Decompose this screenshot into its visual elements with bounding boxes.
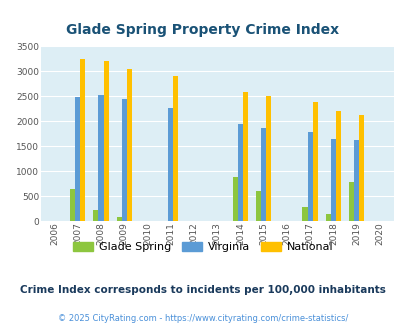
Bar: [93, 210, 98, 221]
Bar: [70, 189, 75, 221]
Bar: [168, 108, 173, 221]
Bar: [353, 140, 358, 221]
Bar: [266, 96, 271, 221]
Legend: Glade Spring, Virginia, National: Glade Spring, Virginia, National: [68, 238, 337, 257]
Bar: [325, 214, 330, 221]
Bar: [358, 115, 363, 221]
Bar: [256, 191, 260, 221]
Bar: [75, 97, 80, 221]
Bar: [173, 76, 178, 221]
Bar: [307, 132, 312, 221]
Bar: [103, 61, 109, 221]
Bar: [260, 128, 266, 221]
Text: © 2025 CityRating.com - https://www.cityrating.com/crime-statistics/: © 2025 CityRating.com - https://www.city…: [58, 314, 347, 323]
Bar: [237, 124, 243, 221]
Bar: [122, 99, 126, 221]
Text: Glade Spring Property Crime Index: Glade Spring Property Crime Index: [66, 23, 339, 37]
Text: Crime Index corresponds to incidents per 100,000 inhabitants: Crime Index corresponds to incidents per…: [20, 285, 385, 295]
Bar: [335, 111, 340, 221]
Bar: [116, 217, 121, 221]
Bar: [232, 178, 237, 221]
Bar: [126, 69, 132, 221]
Bar: [243, 92, 247, 221]
Bar: [348, 182, 353, 221]
Bar: [80, 59, 85, 221]
Bar: [312, 102, 317, 221]
Bar: [330, 139, 335, 221]
Bar: [98, 95, 103, 221]
Bar: [302, 207, 307, 221]
